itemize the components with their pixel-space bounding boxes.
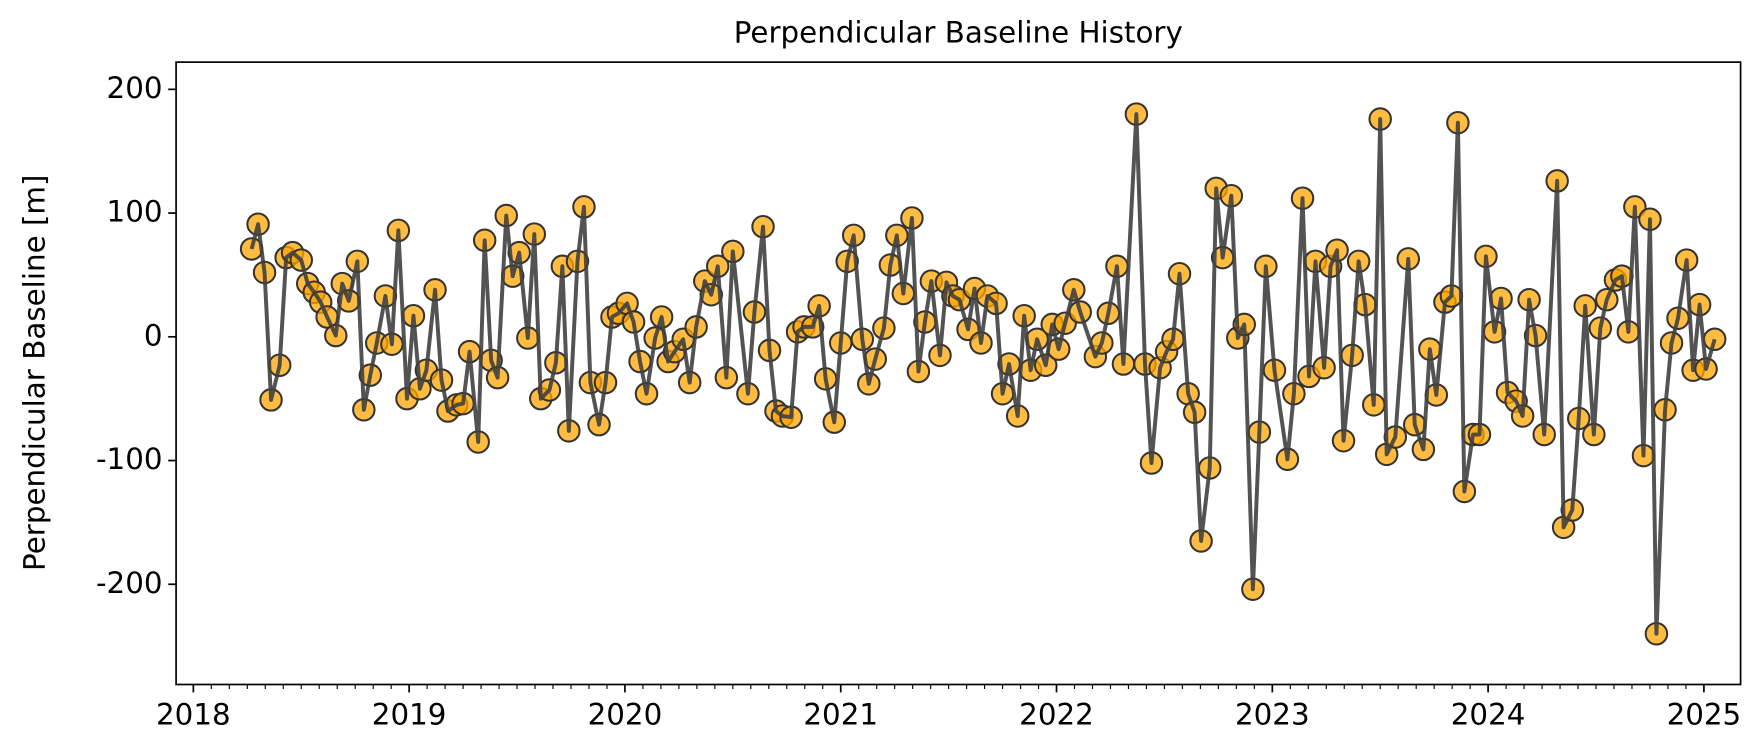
y-axis-label: Perpendicular Baseline [m] <box>18 175 52 571</box>
y-tick-label: 200 <box>107 71 163 105</box>
y-tick-label: 0 <box>144 318 163 352</box>
x-tick-label: 2018 <box>156 698 231 732</box>
x-tick-label: 2020 <box>588 698 663 732</box>
chart-title: Perpendicular Baseline History <box>734 15 1183 49</box>
x-tick-label: 2025 <box>1667 698 1742 732</box>
y-tick-label: -100 <box>96 442 163 476</box>
x-tick-label: 2021 <box>803 698 878 732</box>
y-tick-label: -200 <box>96 566 163 600</box>
x-tick-label: 2023 <box>1235 698 1310 732</box>
series-line <box>249 112 1717 636</box>
y-tick-label: 100 <box>107 195 163 229</box>
plot-frame <box>175 61 1742 686</box>
x-tick-label: 2024 <box>1451 698 1526 732</box>
x-tick-label: 2022 <box>1019 698 1094 732</box>
x-tick-label: 2019 <box>372 698 447 732</box>
